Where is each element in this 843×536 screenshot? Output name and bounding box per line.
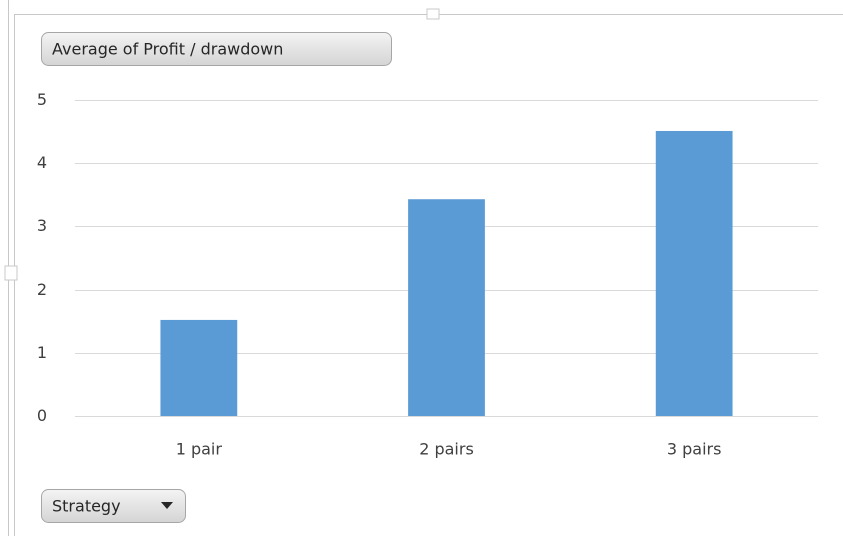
button-label[interactable]: Average of Profit / drawdown bbox=[52, 40, 283, 59]
x-tick-label: 1 pair bbox=[176, 440, 223, 459]
y-tick-label: 1 bbox=[37, 343, 47, 362]
y-tick-label: 0 bbox=[37, 406, 47, 425]
bar bbox=[408, 199, 485, 416]
resize-handle bbox=[426, 8, 440, 20]
bar bbox=[160, 319, 238, 416]
y-tick-label: 2 bbox=[37, 280, 47, 299]
resize-handle bbox=[4, 265, 18, 281]
axis-field-button[interactable]: Strategy bbox=[41, 489, 186, 523]
x-tick-label: 2 pairs bbox=[419, 440, 474, 459]
button-label[interactable]: Strategy bbox=[52, 497, 121, 516]
value-field-button[interactable]: Average of Profit / drawdown bbox=[41, 32, 392, 66]
button-background[interactable] bbox=[41, 489, 186, 523]
bar bbox=[655, 130, 733, 416]
button-background[interactable] bbox=[41, 32, 392, 66]
x-tick-label: 3 pairs bbox=[667, 440, 722, 459]
y-tick-label: 3 bbox=[37, 216, 47, 235]
dropdown-arrow[interactable] bbox=[161, 502, 173, 509]
y-tick-label: 5 bbox=[37, 90, 47, 109]
y-tick-label: 4 bbox=[37, 153, 47, 172]
